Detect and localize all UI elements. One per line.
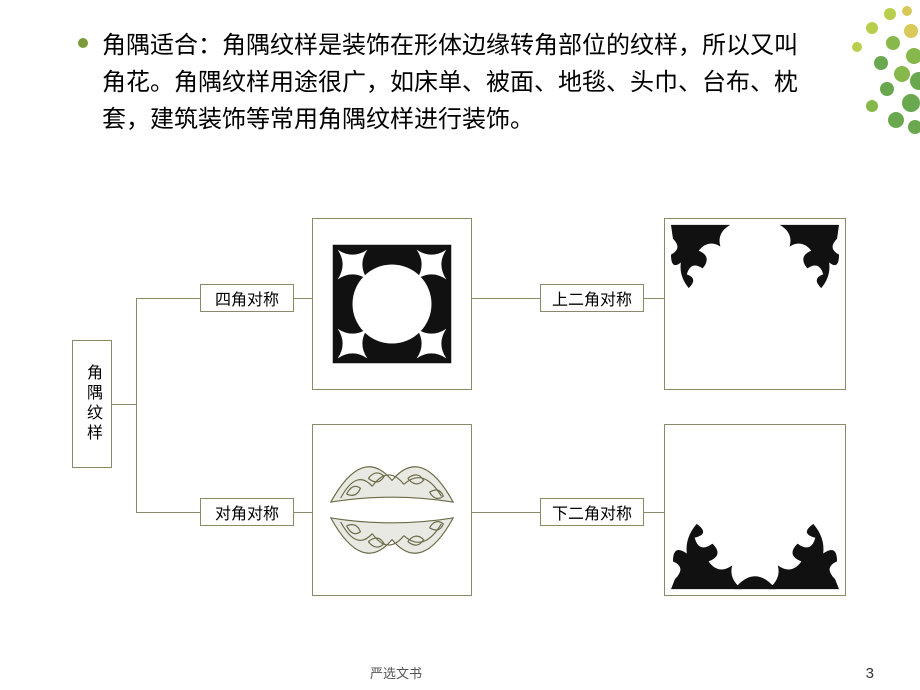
diagram-root-node: 角隅纹样 <box>72 340 112 468</box>
ornament-diagonal-icon <box>313 425 471 595</box>
decor-dot <box>908 120 920 134</box>
node-top-two-corner-symmetry: 上二角对称 <box>540 284 644 312</box>
ornament-top-corners-icon <box>665 219 845 389</box>
root-label: 角隅纹样 <box>80 364 104 444</box>
example-bottom-corners <box>664 424 846 596</box>
node-label: 对角对称 <box>215 500 279 524</box>
node-bottom-two-corner-symmetry: 下二角对称 <box>540 498 644 526</box>
connector-line <box>294 298 312 299</box>
connector-line <box>112 404 136 405</box>
corner-pattern-diagram: 角隅纹样 四角对称 对角对称 上二角对称 下二角对称 <box>72 210 872 650</box>
decor-dot <box>906 48 920 64</box>
decor-dot <box>884 8 896 20</box>
ornament-four-corner-icon <box>313 219 471 389</box>
decor-dot <box>866 22 878 34</box>
connector-line <box>294 512 312 513</box>
bulleted-paragraph: 角隅适合：角隅纹样是装饰在形体边缘转角部位的纹样，所以又叫角花。角隅纹样用途很广… <box>78 28 798 140</box>
node-label: 上二角对称 <box>552 286 632 310</box>
decor-dot <box>902 94 920 112</box>
decor-dot <box>866 100 878 112</box>
decor-dot <box>880 82 894 96</box>
bullet-icon <box>78 38 88 48</box>
example-top-corners <box>664 218 846 390</box>
decor-dot <box>894 66 910 82</box>
example-four-corner <box>312 218 472 390</box>
corner-dot-decoration <box>830 0 920 140</box>
decor-dot <box>910 72 920 90</box>
connector-line <box>472 298 540 299</box>
footer-page-number: 3 <box>866 665 874 682</box>
node-four-corner-symmetry: 四角对称 <box>200 284 294 312</box>
example-diagonal <box>312 424 472 596</box>
ornament-bottom-corners-icon <box>665 425 845 595</box>
decor-dot <box>886 36 900 50</box>
connector-line <box>644 512 664 513</box>
paragraph-text: 角隅适合：角隅纹样是装饰在形体边缘转角部位的纹样，所以又叫角花。角隅纹样用途很广… <box>102 28 798 140</box>
connector-line <box>136 298 137 512</box>
connector-line <box>136 512 200 513</box>
node-label: 四角对称 <box>215 286 279 310</box>
decor-dot <box>902 6 912 16</box>
footer-credit: 严选文书 <box>370 663 422 682</box>
connector-line <box>472 512 540 513</box>
decor-dot <box>852 42 862 52</box>
decor-dot <box>888 112 904 128</box>
node-diagonal-symmetry: 对角对称 <box>200 498 294 526</box>
node-label: 下二角对称 <box>552 500 632 524</box>
connector-line <box>644 298 664 299</box>
decor-dot <box>874 56 888 70</box>
decor-dot <box>904 24 918 38</box>
connector-line <box>136 298 200 299</box>
